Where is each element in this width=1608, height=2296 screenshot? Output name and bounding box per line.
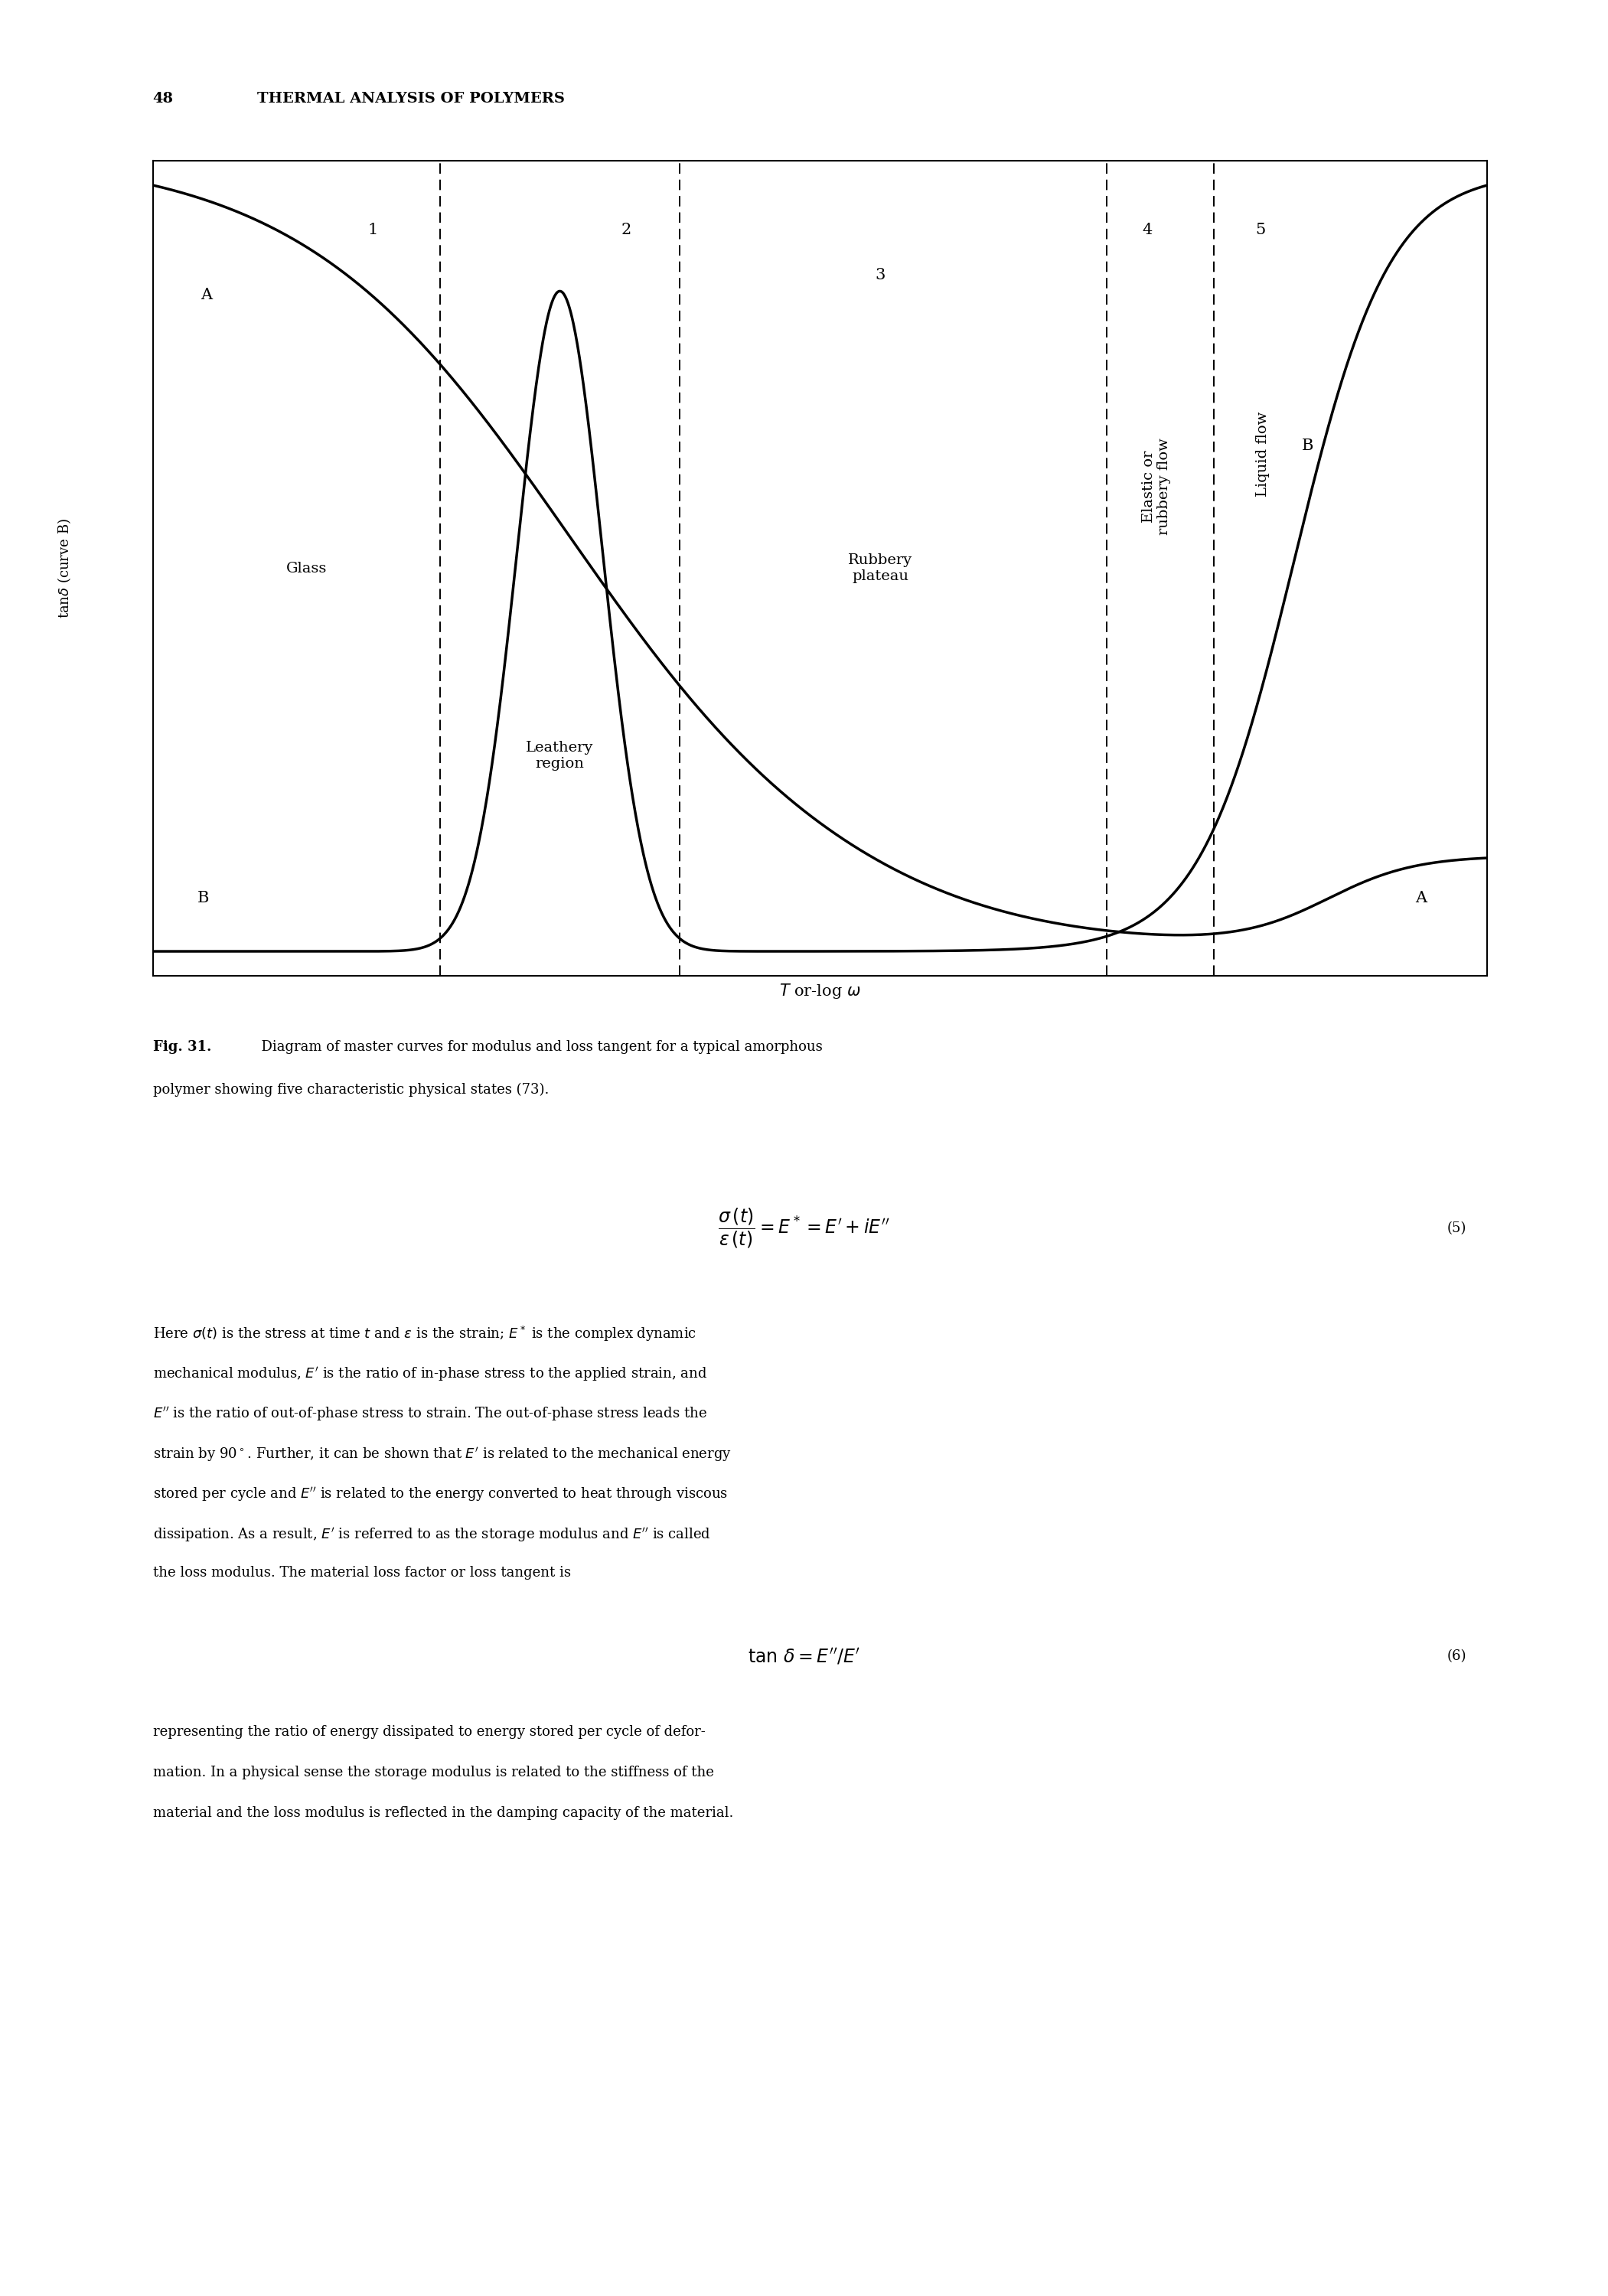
Text: Fig. 31.: Fig. 31.	[153, 1040, 211, 1054]
Text: Rubbery
plateau: Rubbery plateau	[847, 553, 912, 583]
Text: the loss modulus. The material loss factor or loss tangent is: the loss modulus. The material loss fact…	[153, 1566, 571, 1580]
Text: 1: 1	[368, 223, 378, 236]
Text: $\dfrac{\sigma\,(t)}{\varepsilon\,(t)} = E^* = E^\prime + iE^{\prime\prime}$: $\dfrac{\sigma\,(t)}{\varepsilon\,(t)} =…	[719, 1208, 889, 1249]
Text: mation. In a physical sense the storage modulus is related to the stiffness of t: mation. In a physical sense the storage …	[153, 1766, 714, 1779]
Text: 48: 48	[153, 92, 174, 106]
Text: Elastic or
rubbery flow: Elastic or rubbery flow	[1142, 439, 1171, 535]
Text: A: A	[1415, 891, 1426, 905]
X-axis label: $T$ or-log $\omega$: $T$ or-log $\omega$	[780, 983, 860, 1001]
Text: dissipation. As a result, $E^\prime$ is referred to as the storage modulus and $: dissipation. As a result, $E^\prime$ is …	[153, 1527, 711, 1543]
Text: (6): (6)	[1447, 1651, 1466, 1665]
Text: $E^{\prime\prime}$ is the ratio of out-of-phase stress to strain. The out-of-pha: $E^{\prime\prime}$ is the ratio of out-o…	[153, 1405, 706, 1424]
Text: Diagram of master curves for modulus and loss tangent for a typical amorphous: Diagram of master curves for modulus and…	[252, 1040, 822, 1054]
Text: B: B	[1301, 439, 1314, 452]
Text: $\tan\,\delta = E^{\prime\prime}/E^\prime$: $\tan\,\delta = E^{\prime\prime}/E^\prim…	[748, 1646, 860, 1667]
Text: B: B	[198, 891, 209, 905]
Text: stored per cycle and $E^{\prime\prime}$ is related to the energy converted to he: stored per cycle and $E^{\prime\prime}$ …	[153, 1486, 727, 1504]
Text: Liquid flow: Liquid flow	[1256, 411, 1270, 496]
Text: Here $\sigma(t)$ is the stress at time $t$ and $\varepsilon$ is the strain; $E^*: Here $\sigma(t)$ is the stress at time $…	[153, 1325, 696, 1343]
Text: 4: 4	[1142, 223, 1153, 236]
Text: polymer showing five characteristic physical states (73).: polymer showing five characteristic phys…	[153, 1084, 548, 1097]
Text: Glass: Glass	[286, 563, 326, 576]
Text: THERMAL ANALYSIS OF POLYMERS: THERMAL ANALYSIS OF POLYMERS	[257, 92, 564, 106]
Text: 5: 5	[1256, 223, 1265, 236]
Text: tan$\delta$ (curve B): tan$\delta$ (curve B)	[56, 519, 72, 618]
Text: representing the ratio of energy dissipated to energy stored per cycle of defor-: representing the ratio of energy dissipa…	[153, 1727, 706, 1740]
Text: 2: 2	[621, 223, 632, 236]
Text: Leathery
region: Leathery region	[526, 742, 593, 771]
Text: (5): (5)	[1447, 1221, 1466, 1235]
Text: A: A	[201, 287, 212, 303]
Text: material and the loss modulus is reflected in the damping capacity of the materi: material and the loss modulus is reflect…	[153, 1807, 733, 1821]
Text: 3: 3	[875, 269, 886, 282]
Text: mechanical modulus, $E^\prime$ is the ratio of in-phase stress to the applied st: mechanical modulus, $E^\prime$ is the ra…	[153, 1364, 708, 1382]
Text: strain by 90$^\circ$. Further, it can be shown that $E^\prime$ is related to the: strain by 90$^\circ$. Further, it can be…	[153, 1446, 732, 1463]
